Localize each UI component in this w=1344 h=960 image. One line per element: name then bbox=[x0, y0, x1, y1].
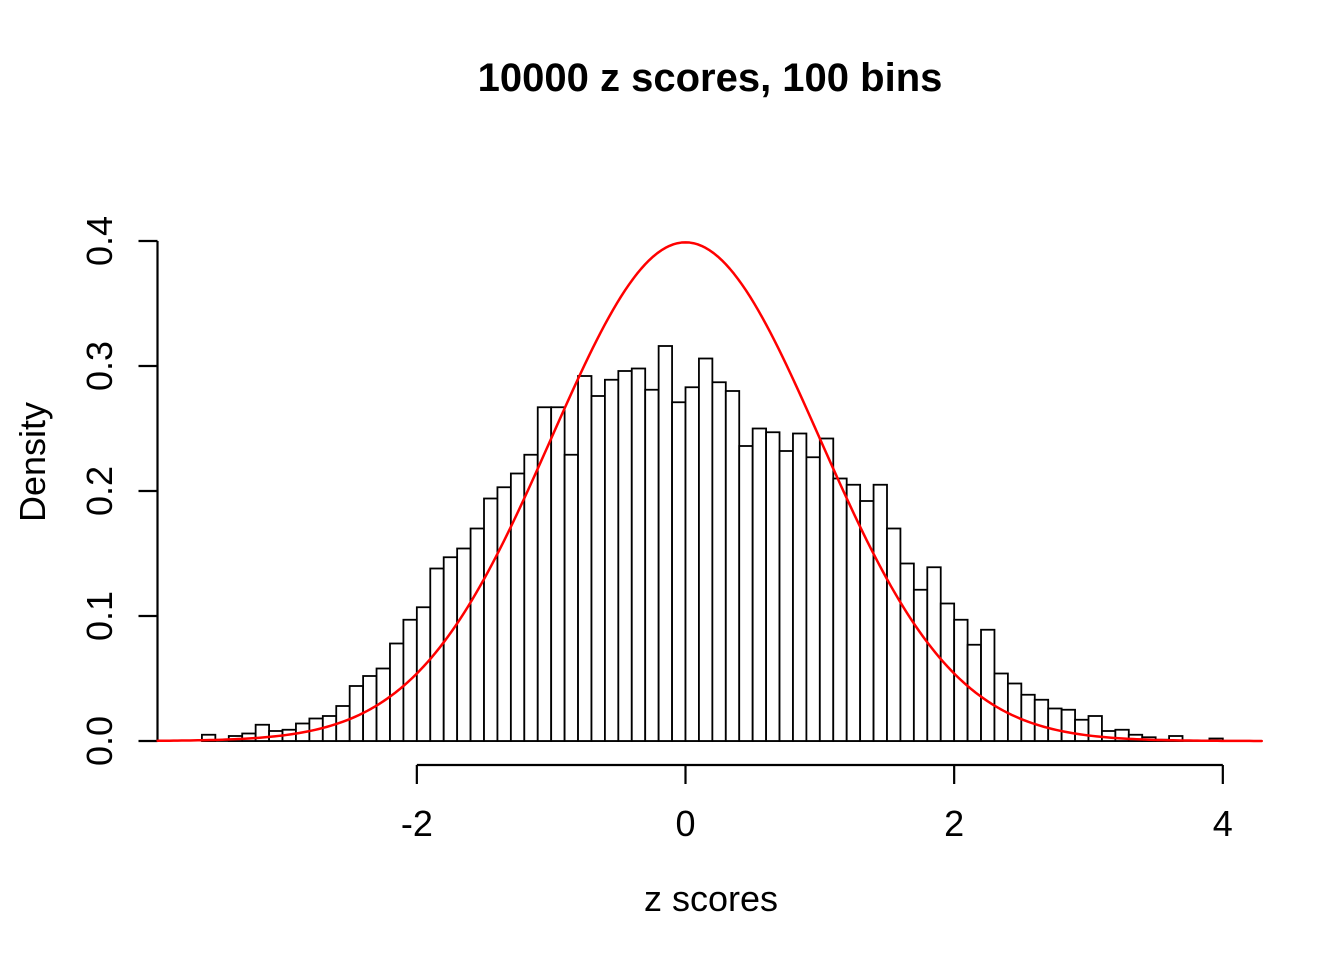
histogram-bar bbox=[617, 370, 633, 742]
histogram-bar bbox=[872, 483, 888, 742]
histogram-bar bbox=[684, 386, 700, 742]
y-axis: 0.0 0.1 0.2 0.3 0.4 bbox=[79, 216, 159, 766]
histogram-bar bbox=[886, 527, 902, 742]
histogram-bar bbox=[657, 345, 673, 742]
histogram-bar bbox=[590, 395, 606, 742]
histogram-bar bbox=[415, 606, 432, 742]
histogram-bar bbox=[1020, 693, 1036, 742]
histogram-bar bbox=[644, 388, 660, 742]
histogram-bar bbox=[1006, 682, 1023, 742]
histogram-bar bbox=[818, 437, 835, 742]
histogram-bars bbox=[201, 345, 1224, 742]
histogram-bar bbox=[469, 527, 485, 742]
y-axis-title: Density bbox=[12, 402, 53, 522]
histogram-bar bbox=[442, 556, 459, 742]
y-tick-label: 0.4 bbox=[79, 216, 120, 266]
x-tick-label: 4 bbox=[1213, 803, 1233, 844]
y-tick-label: 0.2 bbox=[79, 466, 120, 516]
histogram-bar bbox=[604, 378, 620, 742]
histogram-bar bbox=[536, 406, 553, 742]
y-tick-label: 0.1 bbox=[79, 591, 120, 641]
histogram-bar bbox=[765, 431, 781, 742]
histogram-bar bbox=[805, 456, 821, 742]
histogram-bar bbox=[832, 477, 848, 742]
histogram-bar bbox=[550, 406, 566, 742]
x-tick-label: 2 bbox=[944, 803, 964, 844]
normal-density-curve bbox=[156, 241, 1264, 743]
histogram-bar bbox=[456, 547, 472, 742]
histogram-bar bbox=[483, 497, 499, 742]
histogram-bar bbox=[738, 445, 754, 742]
histogram-bar bbox=[1033, 698, 1050, 742]
chart-title: 10000 z scores, 100 bins bbox=[478, 56, 943, 100]
histogram-bar bbox=[1060, 708, 1076, 742]
x-tick-label: -2 bbox=[401, 803, 433, 844]
histogram-bar bbox=[899, 562, 915, 742]
histogram-bar bbox=[523, 453, 539, 742]
histogram-bar bbox=[698, 357, 714, 742]
x-axis-title: z scores bbox=[644, 878, 778, 919]
histogram-bar bbox=[980, 628, 996, 742]
y-tick-label: 0.0 bbox=[79, 716, 120, 766]
histogram-bar bbox=[724, 390, 741, 742]
histogram-bar bbox=[577, 375, 593, 742]
x-tick-label: 0 bbox=[675, 803, 695, 844]
histogram-bar bbox=[496, 486, 512, 742]
histogram-bar bbox=[1074, 718, 1090, 742]
x-axis: -2 0 2 4 bbox=[401, 763, 1233, 844]
y-tick-label: 0.3 bbox=[79, 341, 120, 391]
histogram-bar bbox=[859, 500, 875, 742]
histogram-bar bbox=[792, 432, 808, 742]
histogram-bar bbox=[778, 450, 794, 742]
histogram-bar bbox=[563, 453, 579, 742]
histogram-bar bbox=[671, 401, 687, 742]
histogram-bar bbox=[912, 588, 929, 742]
histogram-bar bbox=[751, 427, 767, 742]
histogram-bar bbox=[711, 381, 727, 742]
histogram-bar bbox=[926, 566, 942, 742]
histogram-bar bbox=[630, 367, 647, 742]
histogram-bar bbox=[1047, 707, 1063, 742]
